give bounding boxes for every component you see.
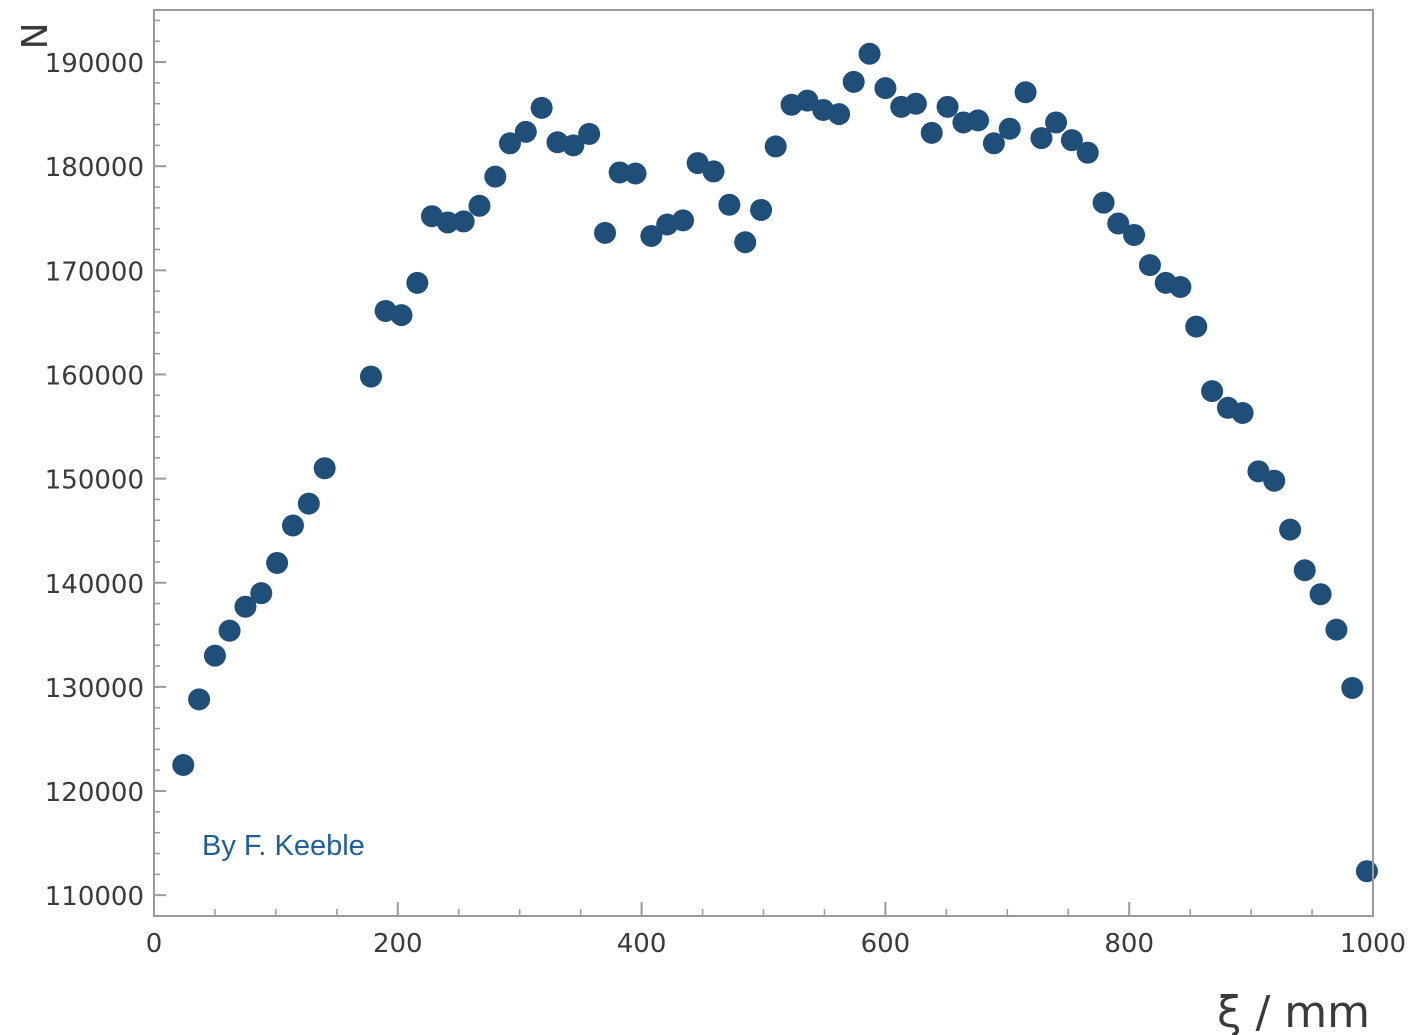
data-point — [1355, 860, 1378, 883]
y-axis-title: N — [12, 23, 53, 50]
x-tick-labels: 0 200 400 600 800 1000 — [146, 929, 1406, 959]
y-tick-label: 180000 — [45, 153, 144, 183]
data-point — [1247, 460, 1270, 483]
x-tick-label: 0 — [146, 929, 163, 959]
data-point — [828, 103, 851, 126]
data-point — [498, 132, 521, 155]
data-points — [172, 42, 1378, 883]
data-point — [1279, 518, 1302, 541]
data-point — [1169, 276, 1192, 299]
data-point — [998, 117, 1021, 140]
data-point — [297, 492, 320, 515]
data-point — [1030, 127, 1053, 150]
y-tick-label: 160000 — [45, 361, 144, 391]
data-point — [1107, 212, 1130, 235]
data-point — [1185, 315, 1208, 338]
data-point — [1092, 191, 1115, 214]
data-point — [858, 42, 881, 65]
data-point — [266, 551, 289, 574]
plot-frame — [153, 9, 1374, 917]
credit-annotation: By F. Keeble — [202, 830, 365, 862]
data-point — [967, 109, 990, 132]
data-point — [1293, 559, 1316, 582]
x-tick-label: 400 — [617, 929, 667, 959]
data-point — [1201, 380, 1224, 403]
data-point — [281, 514, 304, 537]
data-point — [936, 95, 959, 118]
data-point — [904, 92, 927, 115]
data-point — [406, 271, 429, 294]
data-point — [764, 135, 787, 158]
data-point — [313, 457, 336, 480]
data-point — [484, 165, 507, 188]
data-point — [1045, 111, 1068, 134]
data-point — [874, 77, 897, 100]
data-point — [172, 754, 195, 776]
y-tick-labels: 110000 120000 130000 140000 150000 160000 1700… — [45, 49, 144, 912]
data-point — [624, 162, 647, 185]
data-point — [718, 193, 741, 216]
data-point — [1060, 129, 1083, 152]
data-point — [1076, 141, 1099, 164]
data-point — [203, 644, 226, 667]
data-point — [672, 209, 695, 232]
data-point — [796, 89, 819, 112]
data-point — [1231, 402, 1254, 425]
y-tick-label: 150000 — [45, 466, 144, 496]
data-point — [530, 96, 553, 119]
y-tick-label: 170000 — [45, 257, 144, 287]
x-tick-label: 1000 — [1340, 929, 1406, 959]
major-ticks — [153, 61, 1374, 916]
y-tick-label: 110000 — [45, 882, 144, 912]
x-tick-label: 600 — [861, 929, 911, 959]
data-point — [982, 132, 1005, 155]
x-tick-label: 200 — [373, 929, 423, 959]
data-point — [608, 161, 631, 184]
y-tick-label: 140000 — [45, 570, 144, 600]
data-point — [1014, 81, 1037, 104]
data-point — [1263, 469, 1286, 492]
data-point — [468, 194, 491, 217]
data-point — [562, 134, 585, 157]
y-tick-label: 130000 — [45, 674, 144, 704]
data-point — [1325, 618, 1348, 641]
data-point — [1341, 676, 1364, 699]
data-point — [640, 224, 663, 247]
x-axis-title: ξ / mm — [1217, 987, 1370, 1035]
data-point — [1309, 583, 1332, 606]
data-point — [234, 595, 257, 618]
data-point — [1138, 254, 1161, 277]
data-point — [514, 120, 537, 143]
data-point — [842, 70, 865, 93]
y-tick-label: 190000 — [45, 49, 144, 79]
data-point — [1123, 223, 1146, 246]
data-point — [218, 619, 241, 642]
data-point — [734, 231, 757, 254]
data-point — [390, 304, 413, 327]
data-point — [702, 160, 725, 183]
x-tick-label: 800 — [1104, 929, 1154, 959]
data-point — [920, 121, 943, 144]
data-point — [359, 365, 382, 388]
data-point — [594, 221, 617, 244]
data-point — [250, 582, 273, 605]
data-point — [188, 688, 211, 711]
y-tick-label: 120000 — [45, 778, 144, 808]
data-point — [436, 211, 459, 234]
data-point — [750, 198, 773, 221]
data-point — [578, 122, 601, 145]
data-point — [452, 210, 475, 233]
